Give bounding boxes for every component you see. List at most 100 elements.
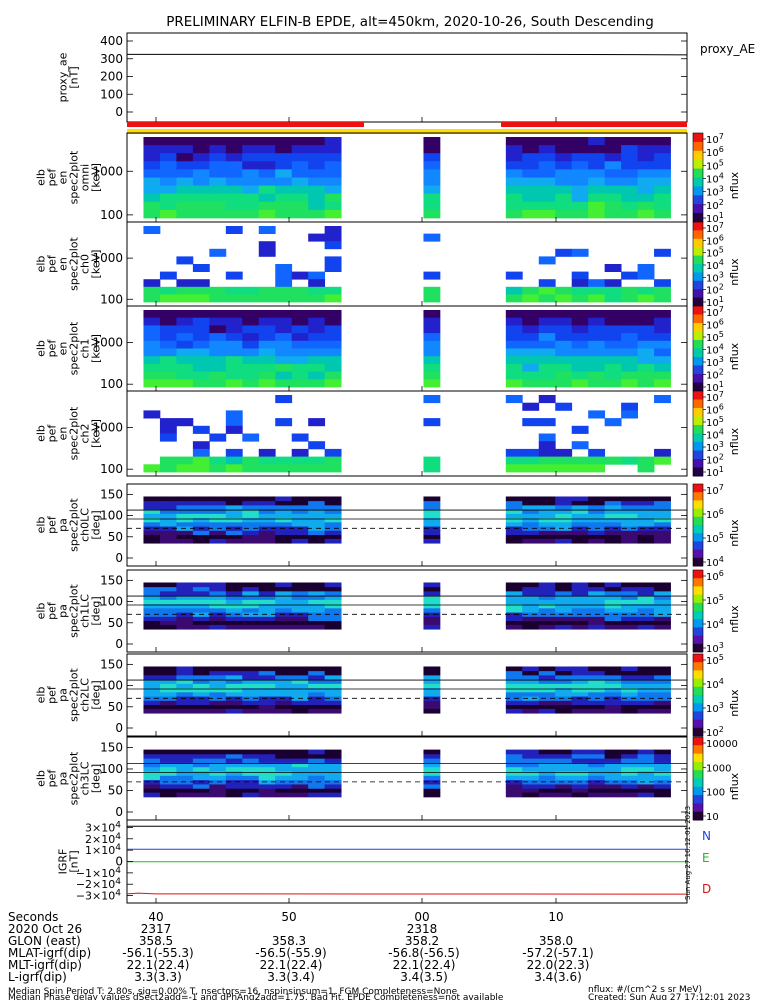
spec-omni-ylabel-line-4: omni xyxy=(79,164,92,191)
spectrum-cell xyxy=(143,371,161,380)
pitch-angle-cell xyxy=(275,670,293,676)
spectrum-cell xyxy=(538,256,556,265)
pitch-angle-cell xyxy=(258,788,276,794)
pitch-angle-cell xyxy=(159,599,177,605)
pitch-angle-cell xyxy=(258,691,276,697)
spectrum-cell xyxy=(637,456,655,465)
pitch-angle-cell xyxy=(571,788,589,794)
pitch-angle-cell xyxy=(588,595,606,600)
pitch-angle-cell xyxy=(588,753,606,759)
status-bars xyxy=(127,122,687,134)
spectrum-cell xyxy=(555,248,573,257)
pitch-angle-cell xyxy=(159,704,177,710)
spectrum-cell xyxy=(242,325,260,334)
spectrum-cell xyxy=(555,185,573,195)
pa-ch3LC-colorbar-seg xyxy=(693,803,703,813)
pitch-angle-cell xyxy=(571,704,589,710)
pitch-angle-cell xyxy=(324,509,342,514)
spectrum-cell xyxy=(242,153,260,162)
pitch-angle-cell xyxy=(258,513,276,519)
spectrum-cell xyxy=(423,185,441,195)
pitch-angle-cell xyxy=(275,753,293,759)
spectrum-cell xyxy=(275,310,293,319)
row-value: 3.4(3.6) xyxy=(534,970,582,984)
pitch-angle-cell xyxy=(209,749,227,755)
footer-created: Created: Sun Aug 27 17:12:01 2023 xyxy=(588,993,750,1000)
pitch-angle-cell xyxy=(637,704,655,710)
spectrum-cell xyxy=(176,169,194,178)
spectrum-cell xyxy=(291,161,309,170)
spectrum-cell xyxy=(324,233,342,242)
pitch-angle-cell xyxy=(192,683,210,689)
pitch-angle-cell xyxy=(159,521,177,527)
pitch-angle-cell xyxy=(555,582,573,588)
pitch-angle-cell xyxy=(423,704,441,710)
spectrum-cell xyxy=(555,325,573,334)
pa-ch1LC: 150100500elbpefpaspec2plotch1LC[deg]1061… xyxy=(35,569,742,655)
spec-ch0-colorbar-tick-label: 101 xyxy=(706,295,724,309)
pitch-angle-cell xyxy=(538,530,556,536)
spectrum-cell xyxy=(242,177,260,186)
igrf-legend-D: D xyxy=(702,882,711,896)
pitch-angle-cell xyxy=(324,700,342,706)
pitch-angle-cell xyxy=(143,521,161,527)
pitch-angle-cell xyxy=(324,586,342,592)
spectrum-cell xyxy=(538,169,556,178)
spectrum-cell xyxy=(571,193,589,203)
spectrum-cell xyxy=(588,161,606,170)
pitch-angle-cell xyxy=(604,616,622,622)
spec-ch0-colorbar-tick-label: 106 xyxy=(706,233,724,247)
pitch-angle-cell xyxy=(555,607,573,613)
pitch-angle-cell xyxy=(522,762,540,768)
pitch-angle-cell xyxy=(225,504,243,510)
spectrum-cell xyxy=(176,279,194,288)
spectrum-cell xyxy=(291,193,309,203)
spec-ch1-colorbar-seg xyxy=(693,348,703,358)
pitch-angle-cell xyxy=(209,599,227,605)
pa-ch1LC-colorbar-seg xyxy=(693,627,703,637)
pitch-angle-cell xyxy=(143,775,161,781)
pa-ch2LC-ytick-label: 50 xyxy=(108,700,123,714)
pitch-angle-cell xyxy=(143,696,161,701)
pitch-angle-cell xyxy=(291,674,309,680)
spec-ch2-colorbar-seg xyxy=(693,399,703,409)
pitch-angle-cell xyxy=(588,624,606,630)
spectrum-cell xyxy=(291,363,309,372)
proxy-ae-ytick-label: 200 xyxy=(100,70,123,84)
pitch-angle-cell xyxy=(275,788,293,794)
spectrum-cell xyxy=(275,153,293,162)
pitch-angle-cell xyxy=(538,679,556,684)
pitch-angle-cell xyxy=(654,534,671,540)
pitch-angle-cell xyxy=(505,616,523,622)
pitch-angle-cell xyxy=(604,582,622,588)
spectrum-cell xyxy=(621,379,638,388)
pitch-angle-cell xyxy=(654,753,671,759)
pitch-angle-cell xyxy=(209,784,227,789)
pitch-angle-cell xyxy=(225,749,243,755)
pitch-angle-cell xyxy=(571,496,589,502)
spec-ch1-ylabel-line-1: pef xyxy=(46,339,59,358)
spectrum-cell xyxy=(637,161,655,170)
pitch-angle-cell xyxy=(159,779,177,785)
pitch-angle-cell xyxy=(209,762,227,768)
spectrum-cell xyxy=(538,153,556,162)
spectrum-cell xyxy=(143,201,161,211)
pitch-angle-cell xyxy=(242,700,260,706)
spectrum-cell xyxy=(604,317,622,326)
pitch-angle-cell xyxy=(176,674,194,680)
spectrum-cell xyxy=(275,271,293,280)
pitch-angle-cell xyxy=(242,666,260,672)
pitch-angle-cell xyxy=(522,666,540,672)
spectrum-cell xyxy=(291,333,309,342)
pitch-angle-cell xyxy=(242,766,260,772)
spec-omni-colorbar-seg xyxy=(693,150,703,161)
spectrum-cell xyxy=(176,317,194,326)
spec-ch0-ylabel-line-5: [keV] xyxy=(90,250,103,279)
pitch-angle-cell xyxy=(505,691,523,697)
spec-ch1-colorbar-tick-label: 105 xyxy=(706,330,724,344)
pitch-angle-cell xyxy=(192,521,210,527)
spectrum-cell xyxy=(176,325,194,334)
pitch-angle-cell xyxy=(275,708,293,714)
spec-ch1-ytick-label: 100 xyxy=(100,377,123,391)
pa-ch1LC-colorbar-tick-label: 105 xyxy=(706,593,724,607)
